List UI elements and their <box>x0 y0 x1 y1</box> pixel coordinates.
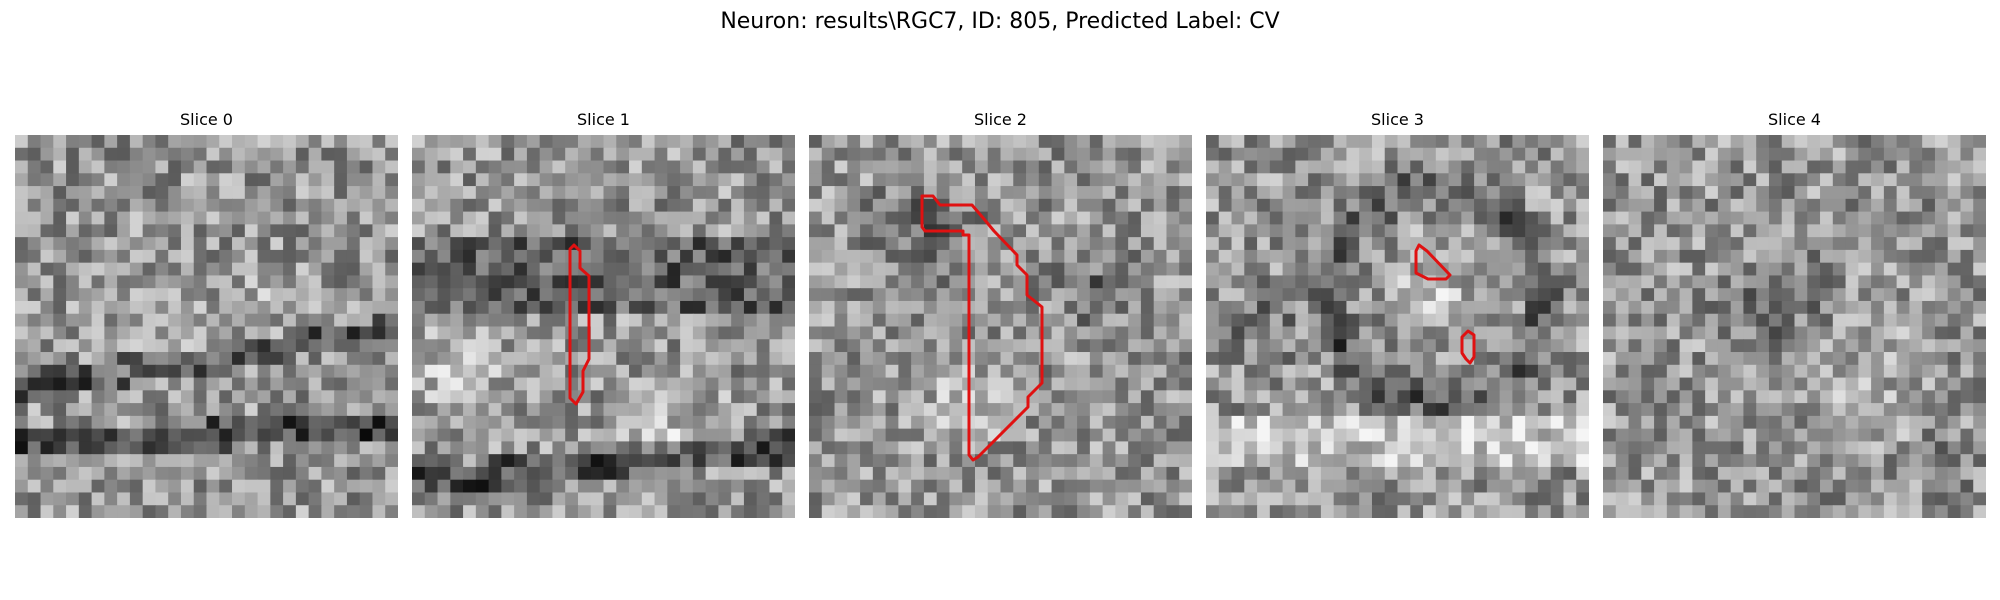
slice-panel-2: Slice 2 <box>809 108 1192 518</box>
slice-0-pixel-grid <box>15 135 398 518</box>
figure-title: Neuron: results\RGC7, ID: 805, Predicted… <box>720 9 1280 34</box>
slice-4-pixel-grid <box>1603 135 1986 518</box>
slice-1-contour <box>568 243 591 406</box>
slice-0-image <box>15 135 398 518</box>
slice-4-title: Slice 4 <box>1768 110 1821 129</box>
slice-panel-0: Slice 0 <box>15 108 398 518</box>
slice-1-pixel-grid <box>412 135 795 518</box>
slice-2-image <box>809 135 1192 518</box>
slice-3-pixel-grid <box>1206 135 1589 518</box>
slice-3-title: Slice 3 <box>1371 110 1424 129</box>
slice-1-title: Slice 1 <box>577 110 630 129</box>
slice-2-title: Slice 2 <box>974 110 1027 129</box>
slice-0-title: Slice 0 <box>180 110 233 129</box>
slice-panel-1: Slice 1 <box>412 108 795 518</box>
slice-2-contour <box>920 194 1044 462</box>
slice-panel-3: Slice 3 <box>1206 108 1589 518</box>
slice-4-image <box>1603 135 1986 518</box>
slice-3-contour-b <box>1460 329 1476 365</box>
slice-1-image <box>412 135 795 518</box>
slice-3-image <box>1206 135 1589 518</box>
slice-panel-4: Slice 4 <box>1603 108 1986 518</box>
slice-2-pixel-grid <box>809 135 1192 518</box>
slice-3-contour-a <box>1414 243 1452 281</box>
